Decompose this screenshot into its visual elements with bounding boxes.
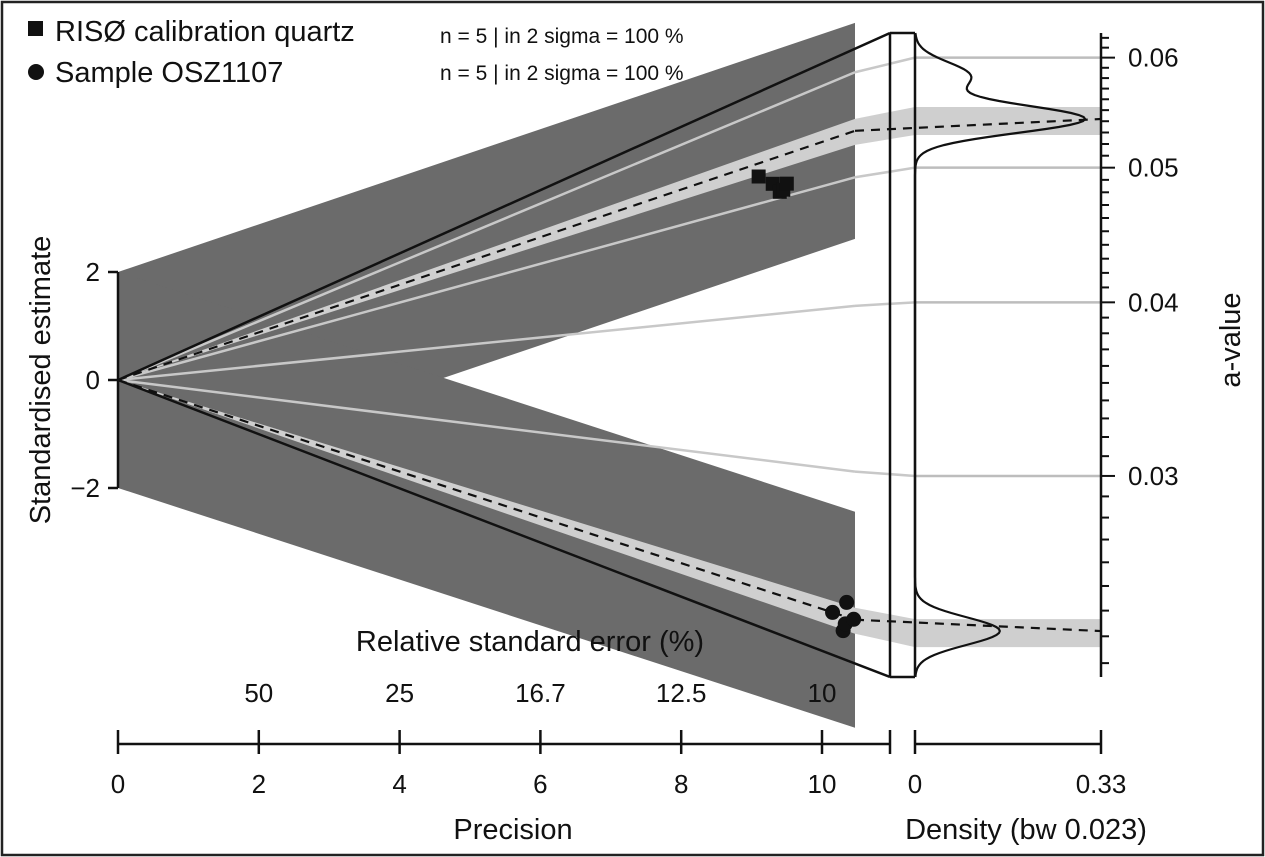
reference-connector-1 <box>854 56 916 74</box>
legend-circle-marker <box>28 64 44 80</box>
density-axis-label: Density (bw 0.023) <box>905 814 1147 846</box>
y-left-tick-label-3: −2 <box>70 473 100 503</box>
precision-tick-label-4: 6 <box>533 769 547 799</box>
data-point-square-1 <box>751 169 766 184</box>
density-tick-label-2: 0.33 <box>1076 769 1127 799</box>
reference-connector-2 <box>854 166 916 179</box>
central-value-lines <box>117 117 1102 633</box>
data-point-circle-1 <box>825 604 841 620</box>
y-right-tick-label-3: 0.04 <box>1128 287 1179 317</box>
reference-line-2 <box>117 176 856 382</box>
reference-line-3 <box>117 304 856 382</box>
reference-line-4 <box>117 378 856 473</box>
y-left-tick-label-2: 0 <box>86 365 100 395</box>
data-point-square-5 <box>779 176 794 191</box>
data-point-circle-4 <box>839 594 855 610</box>
upper-boundary-line <box>117 31 891 382</box>
data-points <box>751 169 862 639</box>
rse-tick-label-1: 50 <box>244 678 273 708</box>
reference-lines <box>117 56 1101 478</box>
y-right-axis-label: a-value <box>1215 292 1247 387</box>
y-left-axis-label: Standardised estimate <box>25 236 57 525</box>
precision-tick-label-5: 8 <box>674 769 688 799</box>
rse-tick-label-3: 16.7 <box>515 678 566 708</box>
y-right-tick-label-2: 0.05 <box>1128 153 1179 183</box>
legend-series-2-name: Sample OSZ1107 <box>55 57 283 89</box>
precision-axis-label: Precision <box>453 814 572 846</box>
reference-connector-4 <box>854 470 916 478</box>
legend-series-2-stats: n = 5 | in 2 sigma = 100 % <box>440 62 684 85</box>
legend-square-marker <box>28 21 43 36</box>
a-value-axis: 0.06 0.05 0.04 0.03 <box>1101 36 1179 665</box>
y-right-tick-label-1: 0.06 <box>1128 43 1179 73</box>
reference-line-1 <box>117 71 856 382</box>
standardised-estimate-axis: 2 0 −2 <box>70 257 120 503</box>
rse-tick-label-2: 25 <box>385 678 414 708</box>
data-point-circle-5 <box>846 611 862 627</box>
y-left-tick-label-1: 2 <box>86 257 100 287</box>
central-line-2 <box>117 378 856 621</box>
density-tick-label-1: 0 <box>908 769 922 799</box>
legend-series-1-stats: n = 5 | in 2 sigma = 100 % <box>440 25 684 48</box>
legend-series-1-name: RISØ calibration quartz <box>55 16 355 48</box>
y-right-tick-label-4: 0.03 <box>1128 461 1179 491</box>
precision-tick-label-2: 2 <box>252 769 266 799</box>
rse-tick-label-5: 10 <box>808 678 837 708</box>
precision-tick-label-6: 10 <box>808 769 837 799</box>
reference-connector-3 <box>854 301 916 308</box>
kernel-density-curve <box>913 32 1087 678</box>
precision-tick-label-3: 4 <box>392 769 406 799</box>
rse-axis-label: Relative standard error (%) <box>356 626 704 658</box>
central-band-2 <box>118 380 1101 648</box>
precision-tick-label-1: 0 <box>111 769 125 799</box>
legend: RISØ calibration quartz n = 5 | in 2 sig… <box>28 16 684 89</box>
lower-boundary-line <box>117 378 891 679</box>
precision-axis: 0 2 4 6 8 10 <box>111 730 892 799</box>
central-line-1 <box>117 129 856 382</box>
rse-tick-label-4: 12.5 <box>656 678 707 708</box>
density-axis: 0 0.33 <box>908 730 1127 799</box>
relative-standard-error-axis: 50 25 16.7 12.5 10 <box>244 678 836 708</box>
